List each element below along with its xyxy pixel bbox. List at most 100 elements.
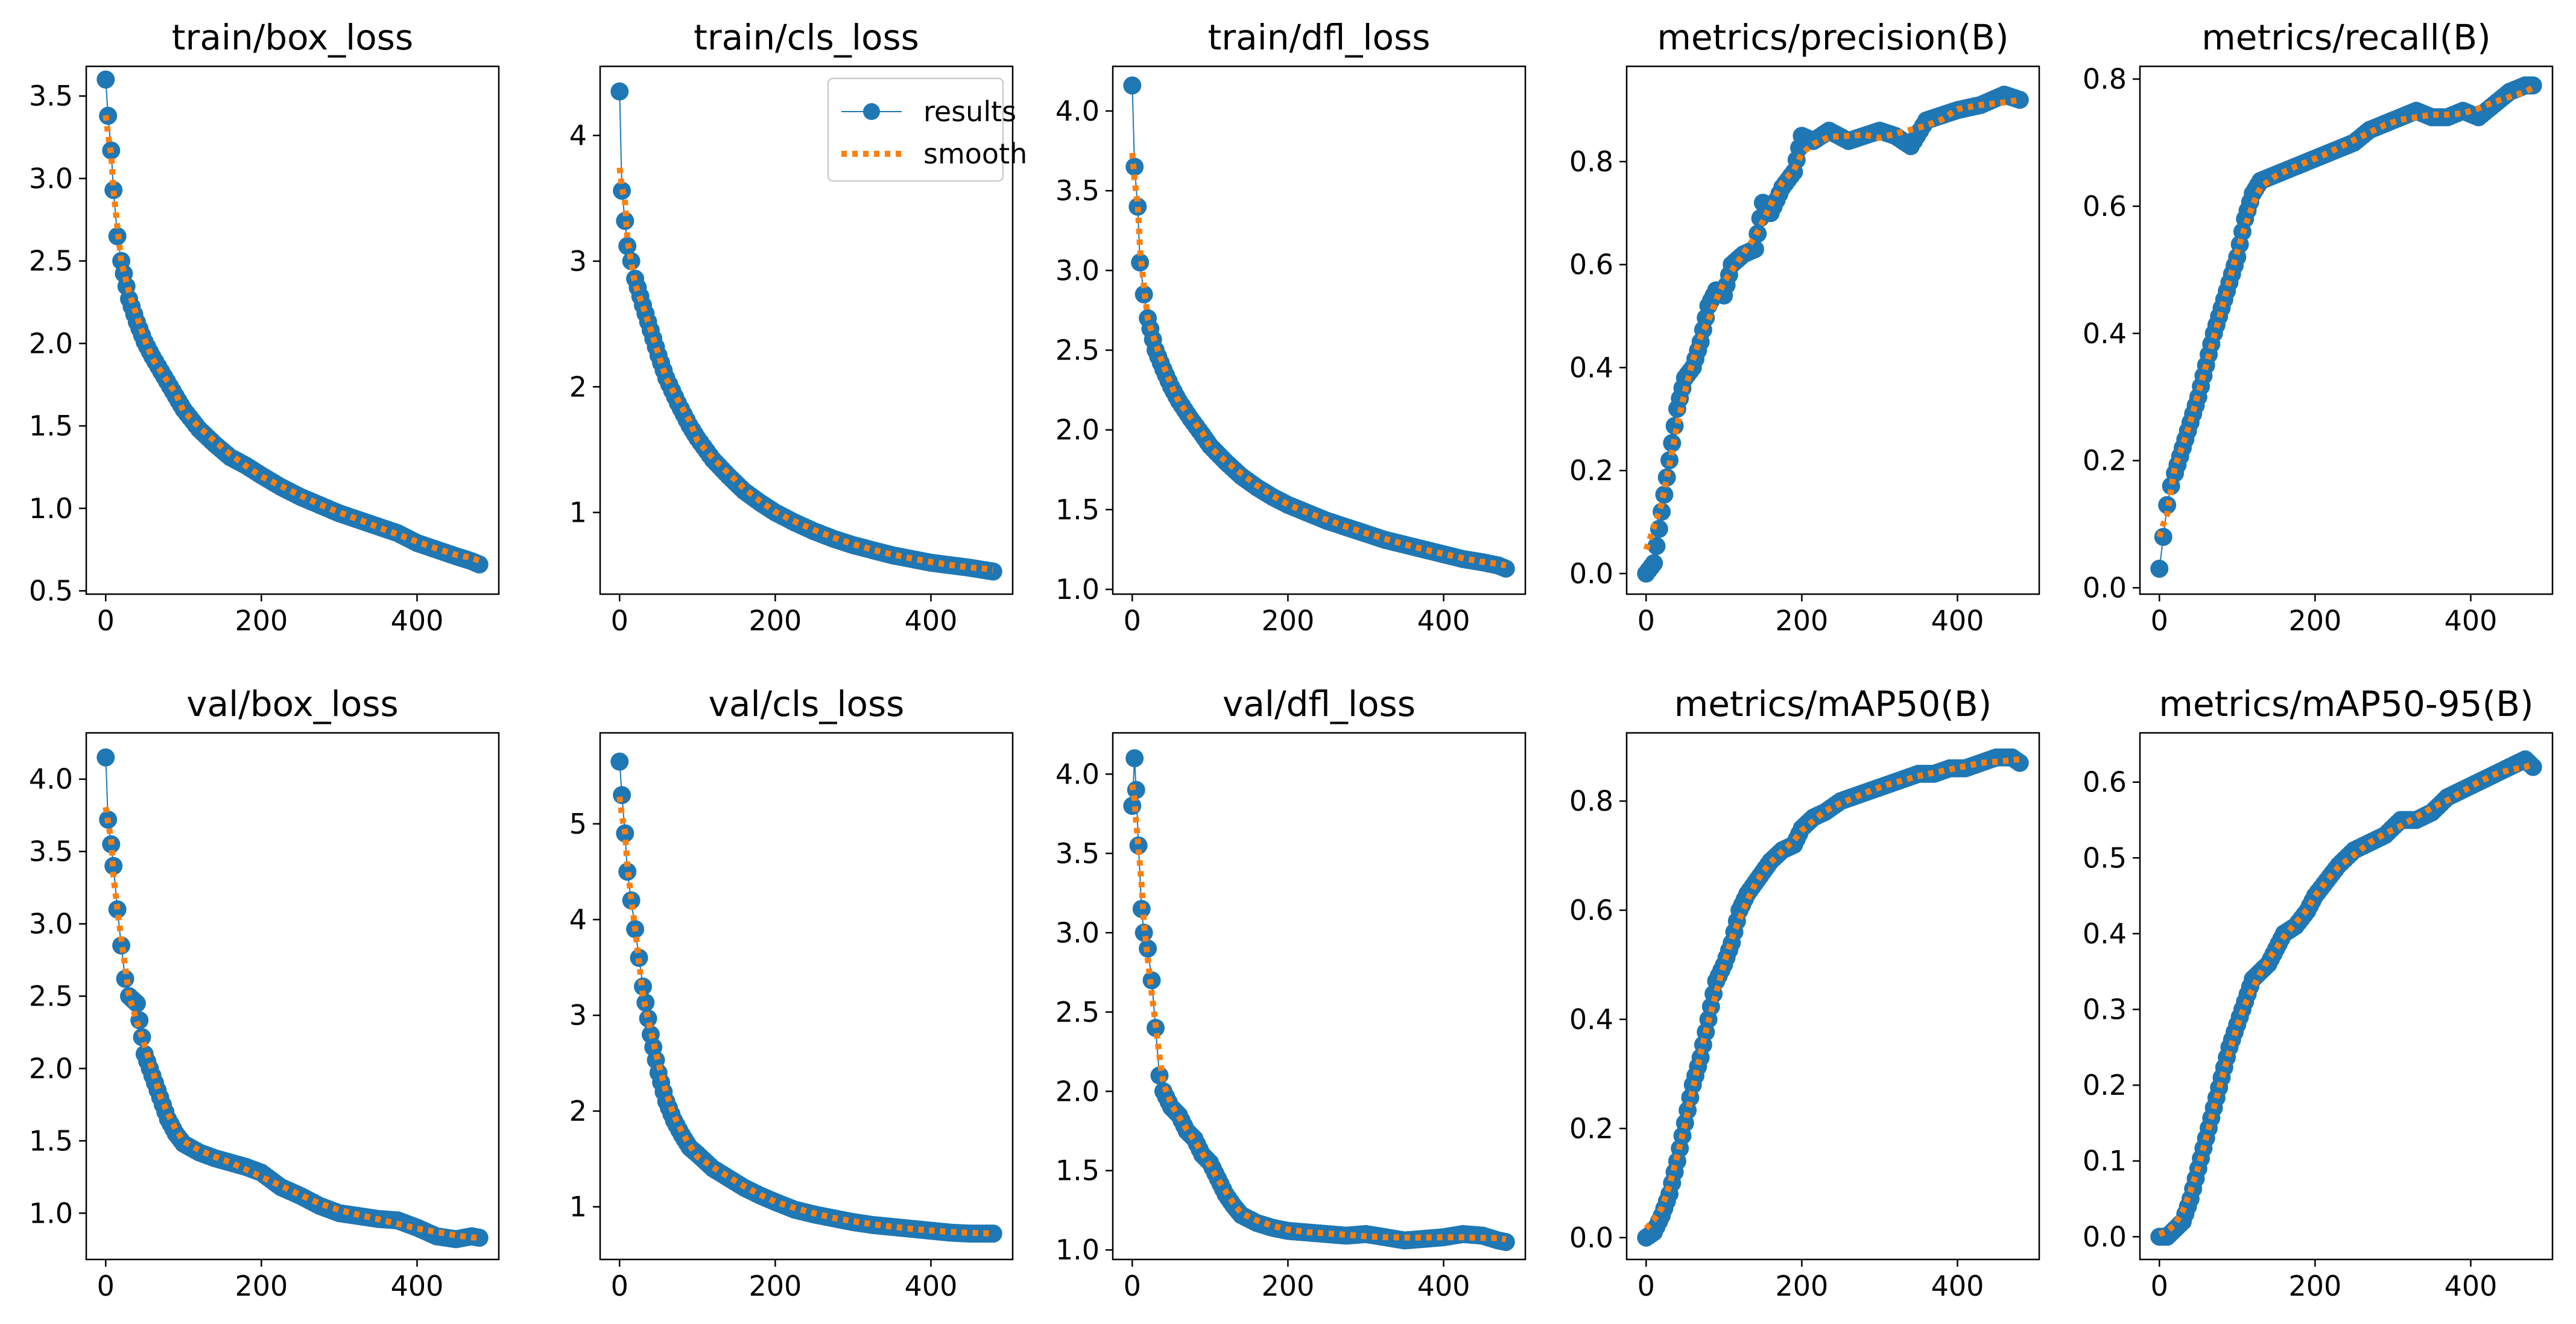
x-tick-label: 400 <box>2445 604 2498 637</box>
y-tick-label: 0.0 <box>1569 1221 1613 1254</box>
y-tick-label: 2.0 <box>1055 1075 1100 1107</box>
x-tick-label: 400 <box>391 604 444 637</box>
axes-frame <box>599 65 1014 595</box>
results-point <box>1496 1233 1515 1252</box>
subplot-4: metrics/precision(B) 0 200 400 0.0 0.2 0.4 0.6 0… <box>1569 17 2040 637</box>
axes-frame <box>2139 65 2554 595</box>
x-tick-label: 0 <box>1638 604 1655 637</box>
subplot-10: metrics/mAP50-95(B) 0 200 400 0.0 0.1 0.2 0.3 0.… <box>2083 683 2554 1302</box>
x-tick-label: 400 <box>1931 1270 1984 1302</box>
results-point <box>97 748 115 767</box>
x-tick-label: 400 <box>1417 1270 1470 1302</box>
x-tick-label: 0 <box>1638 1270 1655 1302</box>
smooth-line <box>1129 153 1507 569</box>
y-tick-label: 1.0 <box>1055 573 1100 606</box>
x-tick-label: 200 <box>748 1270 802 1302</box>
results-point <box>470 1229 489 1247</box>
results-point <box>97 70 115 89</box>
y-tick-label: 0.6 <box>2083 190 2127 223</box>
y-tick-label: 1.5 <box>1055 493 1100 526</box>
results-point <box>984 562 1002 581</box>
subplot-title: metrics/mAP50-95(B) <box>2159 683 2533 724</box>
y-tick-label: 4.0 <box>29 763 73 796</box>
y-tick-label: 2.5 <box>29 245 73 277</box>
axes-frame <box>1112 65 1527 595</box>
subplot-title: metrics/precision(B) <box>1657 17 2008 58</box>
y-tick-label: 0.0 <box>2083 1220 2127 1253</box>
results-point <box>1496 559 1515 578</box>
y-tick-label: 0.6 <box>1569 249 1613 281</box>
y-tick-label: 0.4 <box>1569 1003 1613 1036</box>
y-tick-label: 0.4 <box>2083 917 2127 950</box>
x-tick-label: 200 <box>748 604 802 637</box>
results-point <box>2010 90 2029 109</box>
x-tick-label: 200 <box>1775 604 1828 637</box>
y-tick-label: 0.2 <box>1569 1112 1613 1145</box>
x-tick-label: 200 <box>1261 1270 1314 1302</box>
subplot-3: train/dfl_loss 0 200 400 1.0 1.5 2.0 2.5 3.0 3.5 4… <box>1055 17 1527 637</box>
y-tick-label: 0.2 <box>1569 454 1613 487</box>
results-series <box>610 752 1002 1243</box>
subplot-7: val/cls_loss 0 200 400 1 2 3 4 5 <box>569 683 1014 1302</box>
x-tick-label: 0 <box>2151 1270 2168 1302</box>
y-tick-label: 3 <box>569 999 587 1031</box>
y-tick-label: 3.0 <box>1055 254 1100 287</box>
subplot-5: metrics/recall(B) 0 200 400 0.0 0.2 0.4 0.6 0.8 <box>2083 17 2554 637</box>
axes-frame <box>1625 65 2040 595</box>
y-tick-label: 4 <box>569 119 587 152</box>
x-tick-label: 400 <box>2445 1270 2498 1302</box>
y-tick-label: 2.5 <box>1055 334 1100 367</box>
y-tick-label: 0.5 <box>2083 841 2127 874</box>
y-tick-label: 2 <box>569 1095 587 1127</box>
smooth-line <box>616 796 993 1237</box>
y-tick-label: 2.0 <box>1055 414 1100 446</box>
results-point <box>984 1224 1002 1243</box>
y-tick-label: 3.5 <box>1055 837 1100 870</box>
smooth-line <box>2156 84 2535 538</box>
y-tick-label: 0.1 <box>2083 1145 2127 1177</box>
y-tick-label: 2.0 <box>29 327 73 360</box>
y-tick-label: 2.0 <box>29 1052 73 1085</box>
y-tick-label: 0.8 <box>1569 785 1613 817</box>
smooth-line <box>103 115 481 564</box>
y-tick-label: 2.5 <box>1055 996 1100 1028</box>
y-tick-label: 3.5 <box>29 80 73 112</box>
results-point <box>610 82 629 101</box>
axes-frame <box>85 65 500 595</box>
smooth-line <box>2158 761 2534 1237</box>
axes-frame <box>2139 732 2554 1261</box>
y-tick-label: 1 <box>569 496 587 529</box>
y-tick-label: 0.6 <box>2083 766 2127 799</box>
x-tick-label: 400 <box>905 1270 958 1302</box>
x-tick-label: 200 <box>1261 604 1314 637</box>
smooth-line <box>1644 756 2021 1231</box>
x-tick-label: 400 <box>905 604 958 637</box>
subplot-title: val/box_loss <box>186 683 398 724</box>
subplot-title: val/dfl_loss <box>1223 683 1416 724</box>
x-tick-label: 200 <box>235 604 288 637</box>
y-tick-label: 3.5 <box>29 835 73 868</box>
x-tick-label: 200 <box>235 1270 288 1302</box>
results-point <box>2010 753 2029 772</box>
y-tick-label: 3.0 <box>29 908 73 940</box>
subplot-title: val/cls_loss <box>709 683 905 724</box>
subplot-title: train/dfl_loss <box>1208 17 1431 58</box>
y-tick-label: 4.0 <box>1055 758 1100 790</box>
y-tick-label: 1.5 <box>29 1124 73 1157</box>
x-tick-label: 400 <box>391 1270 444 1302</box>
axes-frame <box>599 732 1014 1261</box>
subplot-title: metrics/recall(B) <box>2201 17 2491 58</box>
y-tick-label: 4.0 <box>1055 95 1100 127</box>
axes-frame <box>1112 732 1527 1261</box>
y-tick-label: 1.0 <box>29 492 73 525</box>
x-tick-label: 0 <box>1124 604 1141 637</box>
y-tick-label: 0.0 <box>2083 571 2127 604</box>
y-tick-label: 0.5 <box>29 575 73 607</box>
y-tick-label: 3 <box>569 245 587 277</box>
y-tick-label: 1.0 <box>1055 1234 1100 1266</box>
y-tick-label: 0.3 <box>2083 993 2127 1025</box>
x-tick-label: 400 <box>1417 604 1470 637</box>
subplot-1: train/box_loss 0 200 400 0.5 1.0 1.5 2.0 2.5 3.0 3… <box>29 17 500 637</box>
y-tick-label: 1 <box>569 1191 587 1223</box>
